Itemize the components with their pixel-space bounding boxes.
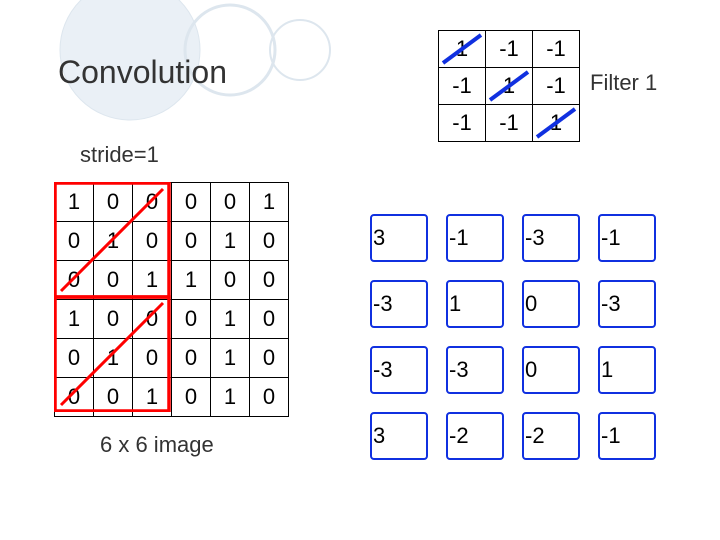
- stride-label: stride=1: [80, 142, 159, 168]
- image-cell: 0: [250, 378, 289, 417]
- image-cell: 0: [94, 183, 133, 222]
- image-cell: 1: [211, 339, 250, 378]
- image-cell: 0: [172, 222, 211, 261]
- image-cell: 1: [94, 222, 133, 261]
- image-cell: 0: [55, 378, 94, 417]
- output-cell: 3: [370, 412, 428, 460]
- output-cell: 1: [446, 280, 504, 328]
- filter-grid: 1-1-1-11-1-1-11: [438, 30, 580, 142]
- output-cell: 1: [598, 346, 656, 394]
- output-cell: 0: [522, 280, 580, 328]
- image-cell: 0: [94, 300, 133, 339]
- filter-cell: -1: [533, 31, 580, 68]
- output-cell: -3: [370, 280, 428, 328]
- output-cell: -1: [598, 214, 656, 262]
- output-cell: -2: [446, 412, 504, 460]
- image-cell: 0: [250, 339, 289, 378]
- filter-cell: 1: [486, 68, 533, 105]
- image-cell: 0: [211, 183, 250, 222]
- image-cell: 0: [250, 300, 289, 339]
- image-cell: 0: [172, 378, 211, 417]
- image-cell: 1: [250, 183, 289, 222]
- image-caption: 6 x 6 image: [100, 432, 214, 458]
- image-cell: 1: [55, 183, 94, 222]
- filter-cell: -1: [486, 31, 533, 68]
- image-cell: 0: [55, 261, 94, 300]
- image-cell: 0: [55, 222, 94, 261]
- image-cell: 0: [172, 183, 211, 222]
- image-cell: 0: [133, 339, 172, 378]
- image-cell: 0: [94, 261, 133, 300]
- filter-cell: -1: [486, 105, 533, 142]
- image-cell: 0: [133, 222, 172, 261]
- image-cell: 0: [133, 300, 172, 339]
- output-cell: 0: [522, 346, 580, 394]
- image-cell: 1: [211, 378, 250, 417]
- filter-label: Filter 1: [590, 70, 657, 96]
- image-cell: 1: [133, 378, 172, 417]
- page-title: Convolution: [58, 54, 227, 91]
- image-cell: 0: [250, 261, 289, 300]
- image-cell: 0: [55, 339, 94, 378]
- filter-cell: -1: [439, 105, 486, 142]
- image-cell: 0: [211, 261, 250, 300]
- filter-cell: -1: [439, 68, 486, 105]
- output-cell: -3: [370, 346, 428, 394]
- output-cell: -1: [598, 412, 656, 460]
- image-cell: 1: [94, 339, 133, 378]
- filter-cell: 1: [439, 31, 486, 68]
- output-cell: -1: [446, 214, 504, 262]
- image-cell: 1: [55, 300, 94, 339]
- output-cell: -3: [598, 280, 656, 328]
- output-cell: 3: [370, 214, 428, 262]
- output-cell: -3: [446, 346, 504, 394]
- output-cell: -3: [522, 214, 580, 262]
- image-cell: 0: [133, 183, 172, 222]
- image-cell: 1: [172, 261, 211, 300]
- output-cell: -2: [522, 412, 580, 460]
- image-cell: 0: [250, 222, 289, 261]
- image-cell: 1: [211, 300, 250, 339]
- filter-cell: 1: [533, 105, 580, 142]
- image-cell: 0: [172, 300, 211, 339]
- image-grid: 100001010010001100100010010010001010: [54, 182, 289, 417]
- image-cell: 0: [94, 378, 133, 417]
- image-cell: 1: [211, 222, 250, 261]
- image-cell: 1: [133, 261, 172, 300]
- image-cell: 0: [172, 339, 211, 378]
- filter-cell: -1: [533, 68, 580, 105]
- output-grid: 3-1-3-1-310-3-3-3013-2-2-1: [352, 196, 674, 478]
